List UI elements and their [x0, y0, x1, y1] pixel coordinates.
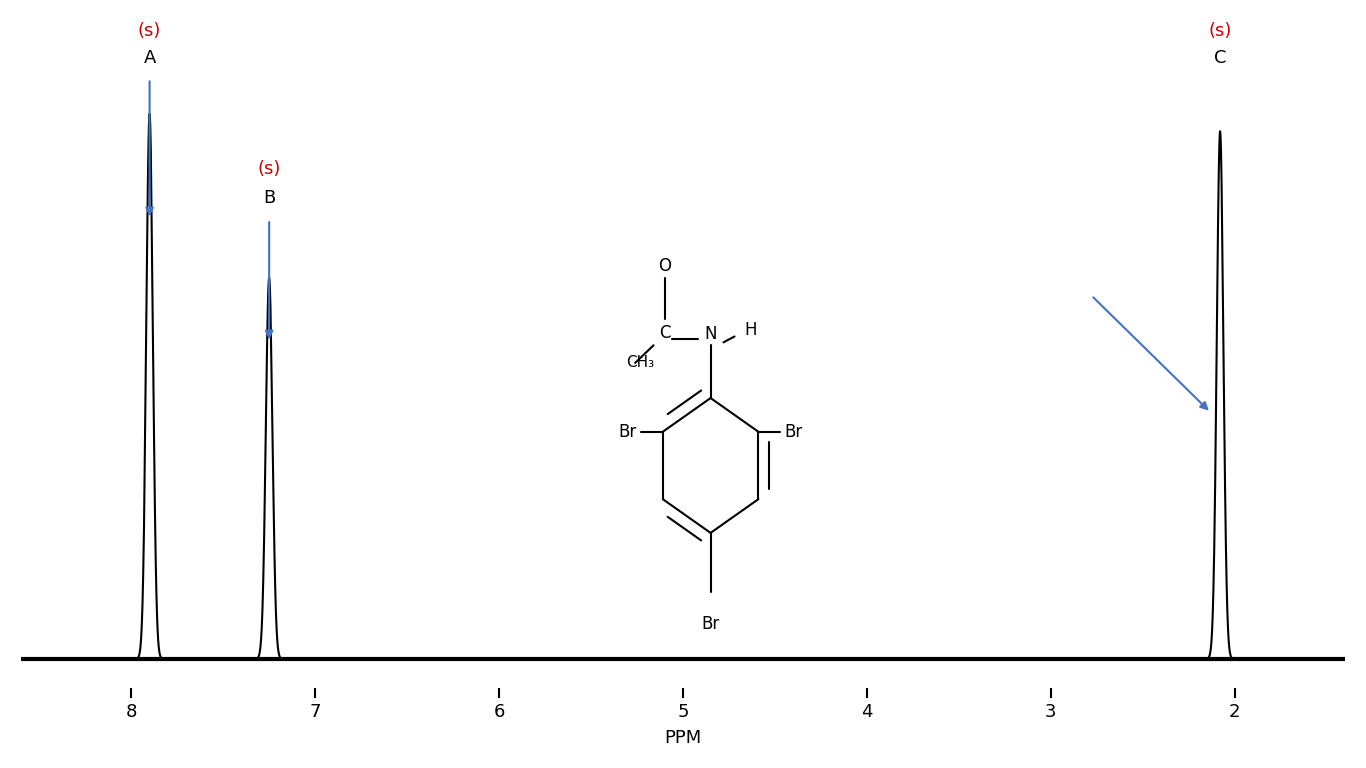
Text: B: B — [264, 190, 276, 207]
Text: (s): (s) — [1209, 22, 1232, 41]
Text: CH₃: CH₃ — [626, 356, 654, 370]
Text: O: O — [658, 257, 671, 275]
Text: (s): (s) — [138, 22, 161, 41]
Text: Br: Br — [619, 422, 637, 441]
Text: (s): (s) — [257, 161, 281, 178]
X-axis label: PPM: PPM — [664, 729, 702, 747]
Text: Br: Br — [784, 422, 802, 441]
Text: Br: Br — [702, 615, 720, 633]
Text: H: H — [744, 322, 757, 339]
Text: C: C — [658, 324, 671, 343]
Text: A: A — [143, 49, 156, 67]
Text: N: N — [705, 325, 717, 343]
Text: C: C — [1214, 49, 1227, 67]
